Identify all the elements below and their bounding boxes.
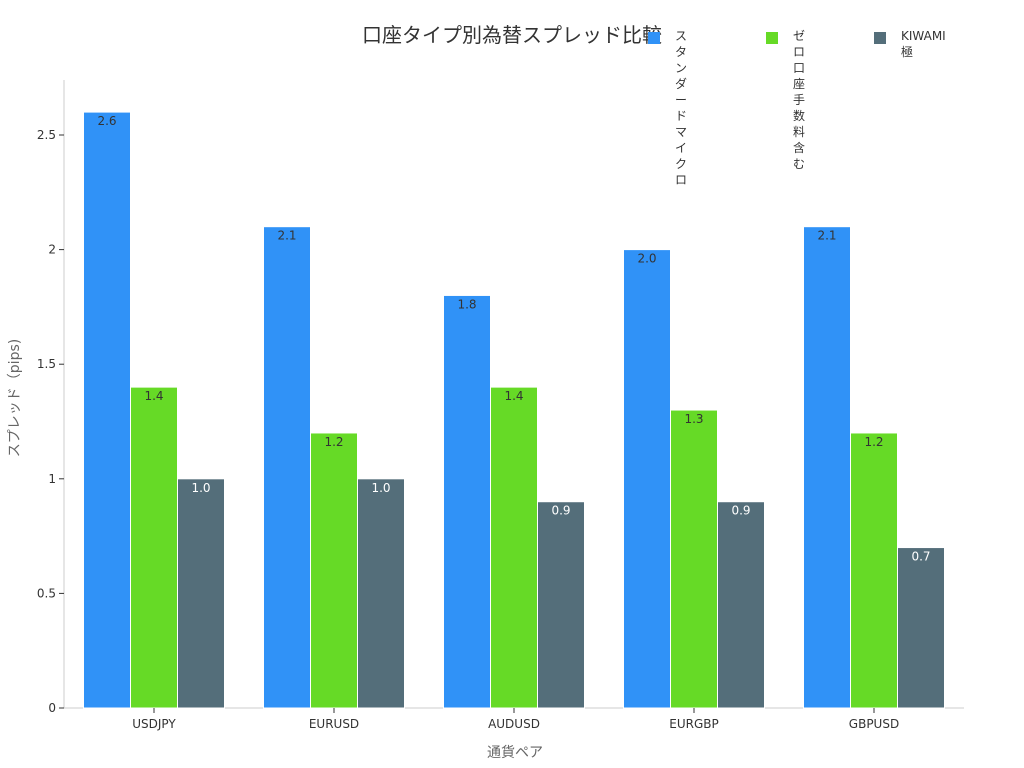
data-label: 1.3 [684, 412, 703, 426]
x-tick-label: AUDUSD [488, 717, 540, 731]
y-tick-label: 2.5 [37, 128, 56, 142]
bar [803, 226, 851, 709]
bar [717, 501, 765, 709]
legend-swatch [648, 32, 660, 44]
data-label: 1.4 [144, 389, 163, 403]
data-label: 1.2 [864, 435, 883, 449]
bar [897, 547, 945, 709]
data-label: 2.1 [277, 229, 296, 243]
data-label: 1.0 [191, 481, 210, 495]
legend-label: ゼロ口座 手数料含む [793, 29, 806, 171]
data-label: 1.2 [324, 435, 343, 449]
y-tick-label: 0.5 [37, 586, 56, 600]
y-tick-label: 2 [48, 243, 56, 257]
bar [357, 478, 405, 709]
bar [623, 249, 671, 709]
data-label: 2.1 [817, 229, 836, 243]
data-label: 0.9 [551, 504, 570, 518]
legend-swatch [874, 32, 886, 44]
y-tick-label: 0 [48, 701, 56, 715]
legend-label: KIWAMI極 [901, 29, 946, 59]
bar [130, 386, 178, 709]
x-tick-label: USDJPY [132, 717, 176, 731]
data-label: 2.0 [637, 252, 656, 266]
data-label: 0.9 [731, 504, 750, 518]
bar [263, 226, 311, 709]
bar [537, 501, 585, 709]
data-label: 0.7 [911, 550, 930, 564]
bar [177, 478, 225, 709]
bar [850, 432, 898, 709]
y-tick-label: 1.5 [37, 357, 56, 371]
bar [670, 409, 718, 709]
bar [310, 432, 358, 709]
legend-label: スタンダード マイクロ [675, 29, 688, 187]
data-label: 1.0 [371, 481, 390, 495]
x-axis-title: 通貨ペア [487, 745, 543, 761]
x-tick-label: GBPUSD [849, 717, 899, 731]
y-tick-label: 1 [48, 472, 56, 486]
bar [443, 294, 491, 709]
bar [83, 111, 131, 709]
data-label: 2.6 [97, 114, 116, 128]
legend-swatch [766, 32, 778, 44]
chart-title: 口座タイプ別為替スプレッド比較 [362, 23, 662, 47]
x-tick-label: EURUSD [309, 717, 359, 731]
data-label: 1.4 [504, 389, 523, 403]
x-tick-label: EURGBP [669, 717, 718, 731]
data-label: 1.8 [457, 297, 476, 311]
bar [490, 386, 538, 709]
